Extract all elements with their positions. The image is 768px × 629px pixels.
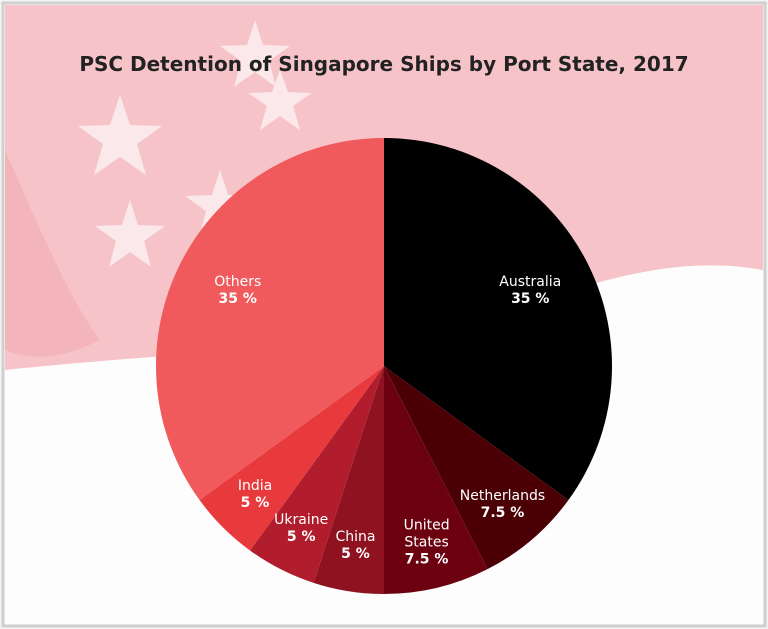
value-label: 5 % bbox=[286, 528, 316, 545]
pie-slice bbox=[249, 366, 384, 583]
slice-label: China 5 % bbox=[335, 529, 375, 563]
category-label: Australia bbox=[499, 274, 562, 291]
category-label: India bbox=[237, 477, 273, 494]
value-label: 7.5 % bbox=[404, 551, 449, 568]
pie-slice bbox=[199, 366, 384, 551]
category-label: China bbox=[335, 529, 376, 546]
category-label: Others bbox=[214, 274, 262, 291]
pie-slice bbox=[384, 366, 488, 594]
category-label: Ukraine bbox=[274, 511, 329, 528]
chart-title: PSC Detention of Singapore Ships by Port… bbox=[79, 52, 689, 76]
slice-label: United States 7.5 % bbox=[404, 518, 450, 569]
pie-slice bbox=[156, 138, 384, 501]
value-label: 35 % bbox=[511, 291, 550, 308]
slice-label: Others 35 % bbox=[214, 274, 261, 308]
slice-label: India 5 % bbox=[238, 478, 272, 512]
value-label: 5 % bbox=[240, 494, 270, 511]
pie-slice bbox=[313, 366, 384, 594]
value-label: 35 % bbox=[218, 291, 257, 308]
value-label: 5 % bbox=[341, 546, 370, 563]
value-label: 7.5 % bbox=[480, 504, 525, 521]
category-label: United States bbox=[403, 517, 450, 551]
category-label: Netherlands bbox=[459, 487, 546, 504]
slice-label: Australia 35 % bbox=[499, 274, 561, 308]
slice-label: Netherlands 7.5 % bbox=[460, 488, 545, 522]
slice-label: Ukraine 5 % bbox=[274, 512, 328, 546]
pie-slice bbox=[384, 138, 612, 501]
pie-slice bbox=[384, 366, 569, 570]
